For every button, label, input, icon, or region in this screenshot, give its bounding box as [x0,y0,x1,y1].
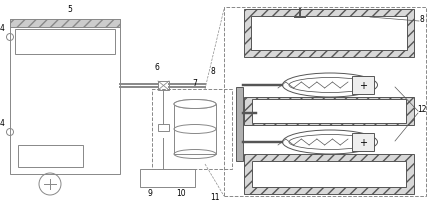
Bar [224,8,425,196]
Bar [18,145,83,167]
Text: 5: 5 [68,5,72,14]
Text: 4: 4 [0,24,4,33]
Text: 10: 10 [176,188,185,197]
Bar [158,124,169,131]
Bar [351,77,373,95]
Text: 6: 6 [154,63,159,72]
Ellipse shape [282,130,377,154]
Text: 9: 9 [147,188,152,197]
Text: +: + [358,81,366,90]
Bar [152,89,231,169]
Bar [252,161,405,187]
Bar [236,87,243,161]
Text: 8: 8 [210,67,215,76]
Bar [174,104,215,154]
Bar [243,154,413,194]
Text: 11: 11 [210,192,219,201]
Text: 4: 4 [0,118,4,127]
Bar [252,100,405,123]
Bar [243,10,413,58]
Text: 7: 7 [192,79,197,87]
Bar [140,169,194,187]
Ellipse shape [174,100,215,109]
Bar [10,20,120,174]
Bar [351,133,373,151]
Bar [15,30,115,55]
Bar [10,20,120,28]
Bar [250,17,406,51]
Text: 12: 12 [416,104,426,114]
Bar [158,82,169,90]
Text: 8: 8 [419,15,424,24]
Ellipse shape [282,74,377,98]
Bar [243,98,413,125]
Text: +: + [358,137,366,147]
